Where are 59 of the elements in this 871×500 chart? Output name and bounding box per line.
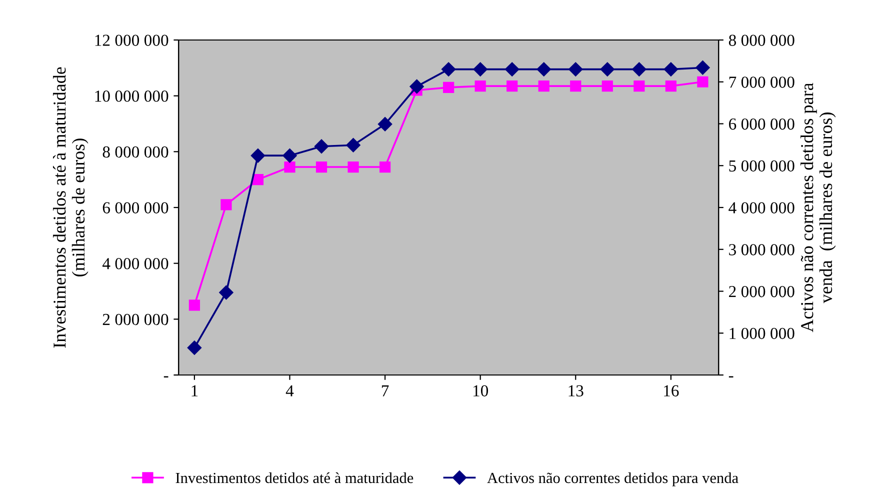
point — [348, 161, 359, 173]
point — [314, 139, 329, 154]
y2-tick-label: 8 000 000 — [728, 34, 794, 46]
point — [505, 62, 520, 76]
point — [602, 80, 613, 92]
y-axis-title: Investimentos detidos até à maturidade (milhares de euros) — [53, 67, 88, 348]
y-tick-label: 6 000 000 — [102, 202, 168, 214]
point — [570, 80, 582, 92]
point — [538, 80, 550, 92]
y-tick-label: 8 000 000 — [102, 146, 168, 158]
y2-tick-label: 3 000 000 — [729, 244, 794, 256]
point — [379, 161, 391, 173]
point — [188, 300, 200, 311]
y2-tick-label: 2 000 000 — [729, 286, 794, 298]
x-tick-label: 7 — [382, 385, 389, 396]
legend-label: Activos não correntes detidos para venda — [487, 472, 738, 486]
point — [346, 138, 360, 152]
point — [443, 82, 454, 94]
point — [441, 62, 456, 76]
point — [600, 62, 614, 76]
legend-label: Investimentos detidos até à maturidade — [176, 472, 414, 484]
y-tick-label: 10 000 000 — [95, 90, 168, 102]
y-tick-label: 12 000 000 — [95, 34, 168, 46]
y2-tick-label: 4 000 000 — [728, 202, 794, 214]
y-tick-label: - — [164, 376, 168, 378]
y2-tick-label: 6 000 000 — [729, 118, 794, 130]
point — [473, 62, 488, 76]
point — [536, 62, 551, 76]
point — [187, 340, 202, 355]
point — [506, 80, 518, 92]
point — [697, 76, 708, 88]
y2-tick-label: 5 000 000 — [729, 160, 794, 172]
x-tick-label: 13 — [568, 385, 584, 396]
point — [219, 285, 234, 300]
point — [634, 80, 645, 92]
point — [410, 79, 424, 94]
point — [696, 60, 710, 75]
point — [568, 62, 583, 76]
point — [220, 199, 232, 210]
y2-tick-label: 7 000 000 — [729, 76, 794, 88]
point — [284, 161, 296, 173]
point — [282, 148, 297, 163]
point — [665, 80, 676, 92]
x-tick-label: 16 — [664, 385, 679, 396]
point — [316, 161, 328, 173]
y2-tick-label: - — [728, 376, 734, 378]
y-tick-label: 2 000 000 — [102, 314, 168, 326]
y2-tick-label: 1 000 000 — [730, 328, 794, 340]
point — [378, 117, 392, 132]
x-tick-label: 10 — [473, 385, 488, 396]
point — [664, 62, 678, 76]
x-tick-label: 1 — [192, 385, 198, 396]
x-tick-label: 4 — [286, 385, 294, 396]
y-tick-label: 4 000 000 — [102, 258, 168, 270]
point — [632, 62, 646, 76]
y2-axis-title: Activos não correntes detidos para venda (milhares de euros) — [800, 82, 836, 332]
point — [252, 174, 264, 186]
point — [474, 80, 486, 92]
point — [250, 148, 266, 163]
